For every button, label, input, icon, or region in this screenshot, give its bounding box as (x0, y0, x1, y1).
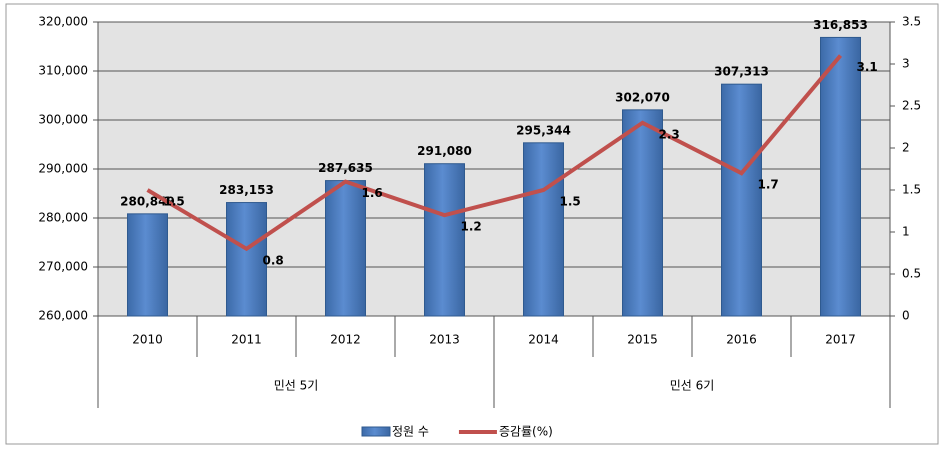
x-tick-label: 2011 (231, 333, 262, 347)
y2-tick-label: 0 (902, 309, 910, 323)
x-tick-label: 2014 (528, 333, 559, 347)
y2-tick-label: 1.5 (902, 183, 921, 197)
legend-label: 증감률(%) (499, 425, 553, 439)
line-value-label: 2.3 (659, 127, 680, 141)
x-tick-label: 2013 (429, 333, 460, 347)
group-label: 민선 5기 (274, 379, 319, 393)
bar (424, 163, 465, 317)
bar-value-label: 291,080 (417, 144, 472, 158)
y2-tick-label: 2 (902, 141, 910, 155)
legend-label: 정원 수 (392, 425, 429, 439)
bar (523, 142, 564, 317)
y-tick-label: 310,000 (38, 64, 88, 78)
y2-tick-label: 0.5 (902, 267, 921, 281)
bar (325, 180, 366, 317)
bar (226, 202, 267, 317)
bar-value-label: 295,344 (516, 123, 571, 137)
x-tick-label: 2010 (132, 333, 163, 347)
bar (622, 109, 663, 317)
line-value-label: 0.8 (263, 253, 284, 267)
x-tick-label: 2017 (825, 333, 856, 347)
bar (820, 36, 861, 317)
y2-tick-label: 1 (902, 225, 910, 239)
line-value-label: 1.5 (560, 195, 581, 209)
line-value-label: 3.1 (857, 60, 878, 74)
bar-value-label: 307,313 (714, 65, 769, 79)
bar (127, 213, 168, 317)
line (146, 54, 843, 252)
y-tick-label: 270,000 (38, 260, 88, 274)
y2-tick-label: 3 (902, 57, 910, 71)
bar (721, 83, 762, 317)
y-tick-label: 320,000 (38, 15, 88, 29)
x-tick-label: 2012 (330, 333, 361, 347)
y-tick-label: 290,000 (38, 162, 88, 176)
y-tick-label: 300,000 (38, 113, 88, 127)
line-value-label: 1.5 (164, 195, 185, 209)
legend-swatch (361, 426, 391, 437)
bar-value-label: 316,853 (813, 18, 868, 32)
y-tick-label: 280,000 (38, 211, 88, 225)
y-tick-label: 260,000 (38, 309, 88, 323)
y2-tick-label: 2.5 (902, 99, 921, 113)
y2-tick-label: 3.5 (902, 15, 921, 29)
x-tick-label: 2016 (726, 333, 757, 347)
x-tick-label: 2015 (627, 333, 658, 347)
line-value-label: 1.6 (362, 186, 383, 200)
line-value-label: 1.7 (758, 178, 779, 192)
bar-value-label: 283,153 (219, 183, 274, 197)
group-label: 민선 6기 (670, 379, 715, 393)
bar-value-label: 302,070 (615, 90, 670, 104)
bar-value-label: 287,635 (318, 161, 373, 175)
line-value-label: 1.2 (461, 220, 482, 234)
